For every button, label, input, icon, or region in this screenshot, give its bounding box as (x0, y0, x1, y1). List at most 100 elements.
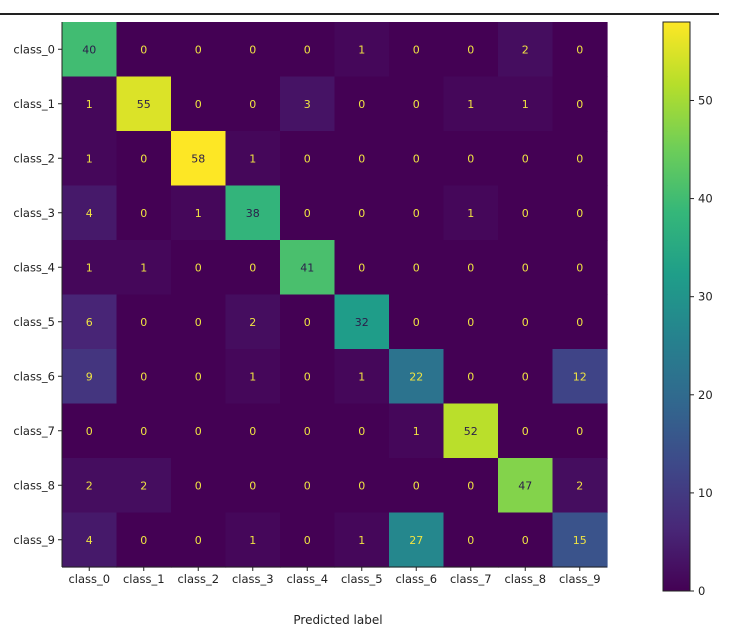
heatmap-cell (389, 294, 445, 350)
heatmap-cell (498, 403, 554, 459)
heatmap-cell (552, 512, 608, 568)
cell-value-label: 2 (140, 479, 147, 492)
cell-value-label: 27 (409, 534, 423, 547)
colorbar-tick-label: 10 (698, 486, 713, 500)
cell-value-label: 0 (576, 425, 583, 438)
heatmap-cell (498, 458, 554, 514)
heatmap-cell (389, 512, 445, 568)
heatmap-cell (498, 240, 554, 296)
heatmap-cell (280, 403, 336, 459)
colorbar-gradient (662, 21, 691, 592)
x-tick-label: class_6 (395, 572, 437, 586)
heatmap-cell (225, 22, 281, 78)
cell-value-label: 0 (467, 370, 474, 383)
cell-value-label: 0 (522, 207, 529, 220)
cell-value-label: 0 (467, 152, 474, 165)
y-tick-label: class_9 (13, 533, 55, 547)
cell-value-label: 38 (246, 207, 260, 220)
colorbar-tick-label: 40 (698, 192, 713, 206)
cell-value-label: 1 (249, 370, 256, 383)
cell-value-label: 0 (249, 479, 256, 492)
y-tick-label: class_3 (13, 206, 55, 220)
cell-value-label: 0 (140, 43, 147, 56)
cell-value-label: 0 (576, 98, 583, 111)
cell-value-label: 0 (140, 534, 147, 547)
heatmap-cell (62, 22, 118, 78)
heatmap-cell (280, 185, 336, 241)
heatmap-cell (171, 76, 227, 132)
cell-value-label: 0 (522, 261, 529, 274)
heatmap-cell (498, 349, 554, 405)
heatmap-cell (389, 349, 445, 405)
heatmap-cell (443, 185, 499, 241)
heatmap-cell (62, 131, 118, 187)
heatmap-cell (62, 294, 118, 350)
heatmap-cell (280, 294, 336, 350)
heatmap-cell (225, 131, 281, 187)
x-tick-label: class_0 (68, 572, 110, 586)
heatmap-cell (171, 349, 227, 405)
heatmap-cell (280, 458, 336, 514)
heatmap-cell (498, 185, 554, 241)
heatmap-cell (552, 131, 608, 187)
heatmap-cell (498, 512, 554, 568)
heatmap-cell (116, 294, 172, 350)
cell-value-label: 0 (467, 534, 474, 547)
cell-value-label: 0 (358, 479, 365, 492)
heatmap-cell (334, 294, 390, 350)
cell-value-label: 0 (358, 152, 365, 165)
heatmap-cell (225, 512, 281, 568)
colorbar-tick-label: 0 (698, 584, 705, 598)
heatmap-cell (225, 458, 281, 514)
cell-value-label: 0 (413, 261, 420, 274)
cell-value-label: 40 (82, 43, 96, 56)
cell-value-label: 0 (304, 425, 311, 438)
cell-value-label: 1 (467, 207, 474, 220)
cell-value-label: 0 (195, 425, 202, 438)
heatmap-cell (498, 76, 554, 132)
heatmap-cells (62, 22, 608, 568)
heatmap-cell (225, 240, 281, 296)
x-tick-label: class_5 (341, 572, 383, 586)
cell-value-label: 0 (522, 425, 529, 438)
y-tick-label: class_8 (13, 478, 55, 492)
heatmap-cell (62, 185, 118, 241)
cell-value-label: 2 (86, 479, 93, 492)
cell-value-label: 0 (467, 479, 474, 492)
heatmap-cell (171, 240, 227, 296)
x-tick-label: class_2 (177, 572, 219, 586)
heatmap-cell (116, 240, 172, 296)
colorbar-tick-label: 50 (698, 93, 713, 107)
y-tick-label: class_6 (13, 369, 55, 383)
heatmap-cell (116, 349, 172, 405)
heatmap-cell (171, 22, 227, 78)
cell-value-label: 0 (413, 479, 420, 492)
heatmap-cell (280, 240, 336, 296)
cell-value-label: 0 (140, 207, 147, 220)
cell-value-label: 0 (358, 207, 365, 220)
cell-value-label: 2 (522, 43, 529, 56)
heatmap-cell (116, 512, 172, 568)
heatmap-cell (443, 294, 499, 350)
y-tick-label: class_1 (13, 97, 55, 111)
cell-value-label: 0 (576, 152, 583, 165)
cell-value-label: 0 (576, 316, 583, 329)
heatmap-cell (443, 458, 499, 514)
cell-value-label: 0 (195, 261, 202, 274)
cell-value-label: 1 (413, 425, 420, 438)
heatmap-cell (225, 403, 281, 459)
heatmap-cell (225, 76, 281, 132)
cell-value-label: 0 (195, 479, 202, 492)
cell-value-label: 2 (249, 316, 256, 329)
heatmap-cell (552, 22, 608, 78)
heatmap-cell (389, 403, 445, 459)
heatmap-cell-labels: 40 0 0 0 0 1 0 0 2 01 55 0 0 3 0 0 1 1 01 0 58 1 0 0 0 0 0 04 0 1 38 0 0… (82, 43, 587, 547)
heatmap-cell (171, 294, 227, 350)
heatmap-cell (443, 349, 499, 405)
cell-value-label: 52 (464, 425, 478, 438)
x-tick-label: class_1 (123, 572, 165, 586)
y-tick-label: class_2 (13, 151, 55, 165)
cell-value-label: 1 (522, 98, 529, 111)
cell-value-label: 0 (522, 316, 529, 329)
